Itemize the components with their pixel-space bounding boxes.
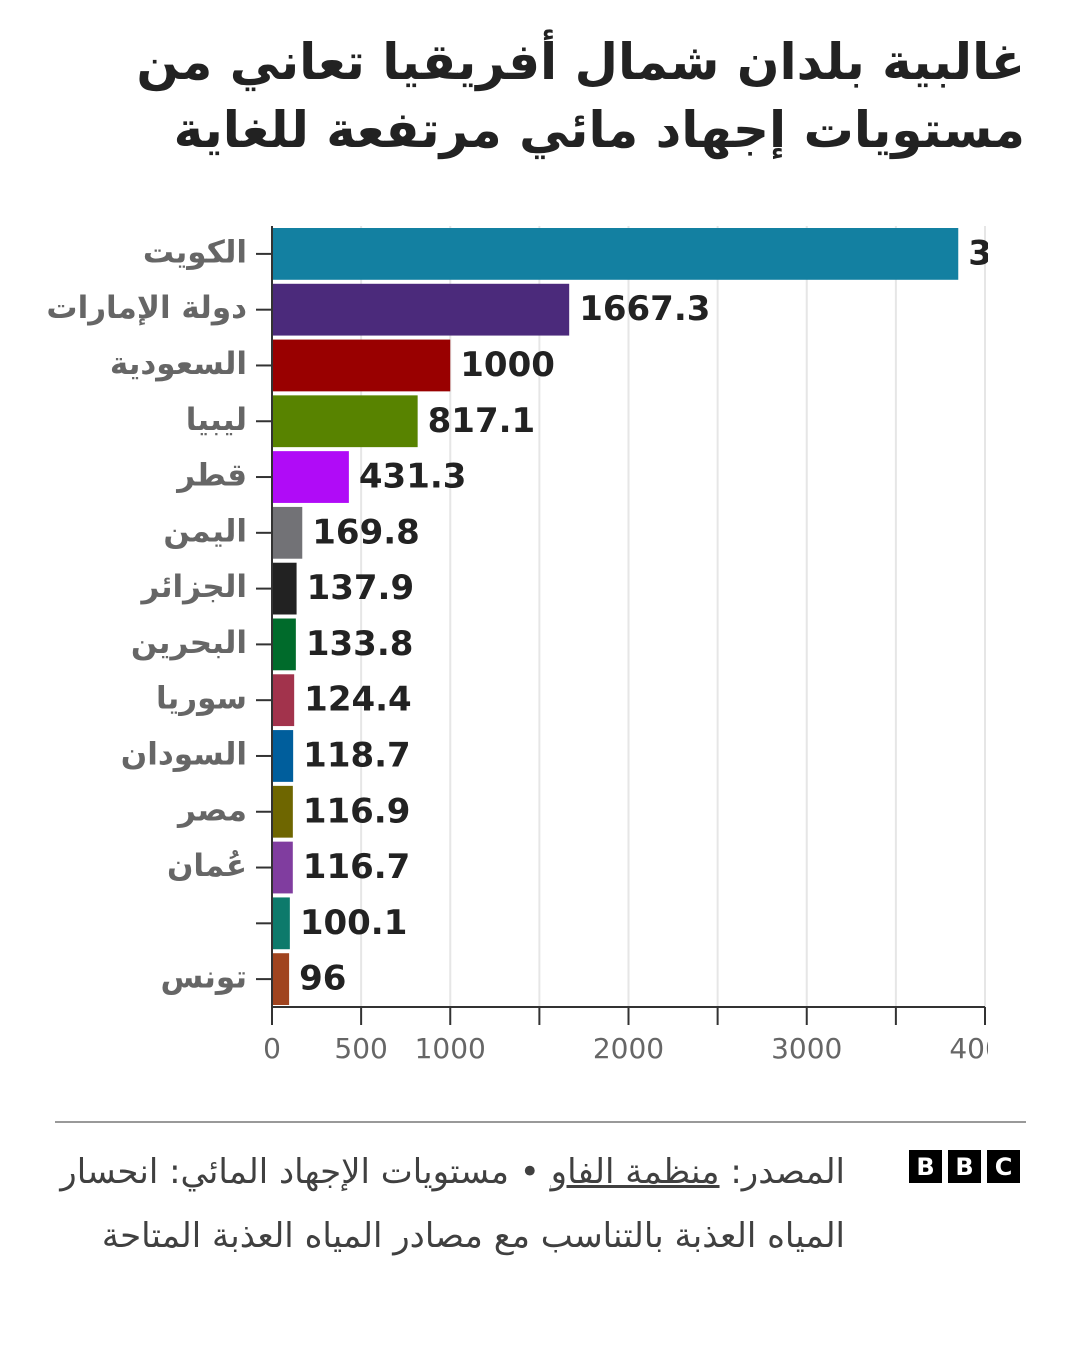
value-label: 96 — [299, 959, 346, 999]
value-label: 1667.3 — [579, 289, 710, 329]
divider — [55, 1121, 1026, 1123]
bar — [272, 506, 303, 559]
y-tick-label: السودان — [121, 736, 247, 772]
value-label: 116.9 — [303, 791, 411, 831]
value-label: 1000 — [460, 345, 555, 385]
x-tick-label: 500 — [334, 1032, 387, 1065]
value-label: 124.4 — [304, 680, 412, 720]
x-tick-label: 2000 — [593, 1032, 664, 1065]
value-label: 3850 — [968, 233, 1063, 273]
bar — [272, 953, 290, 1005]
plot: 0 500 1000 2000 3000 4000 3850 الكويت 1667.3 دولة… — [46, 226, 1063, 1065]
bar — [272, 618, 296, 671]
y-tick-label: تونس — [160, 960, 247, 996]
y-tick-label: دولة الإمارات — [46, 290, 247, 326]
bar — [272, 339, 451, 392]
bar — [272, 785, 293, 838]
y-tick-label: الكويت — [143, 234, 247, 270]
y-tick-label: اليمن — [163, 513, 247, 549]
x-tick-label: 0 — [263, 1032, 281, 1065]
chart-title: غالبية بلدان شمال أفريقيا تعاني من مستوي… — [136, 33, 1025, 159]
bar — [272, 562, 297, 615]
x-tick-label: 1000 — [415, 1032, 486, 1065]
bar — [272, 451, 349, 503]
source-prefix: المصدر: — [730, 1152, 845, 1192]
source-note: • مستويات الإجهاد المائي: انحسار المياه … — [60, 1152, 845, 1256]
y-tick-label: مصر — [176, 792, 247, 828]
chart: 0 500 1000 2000 3000 4000 3850 الكويت 1667.3 دولة… — [46, 226, 1063, 1065]
bar — [272, 897, 290, 950]
x-tick-label: 3000 — [771, 1032, 842, 1065]
value-label: 100.1 — [300, 903, 408, 943]
value-label: 133.8 — [306, 624, 414, 664]
bar — [272, 395, 418, 448]
value-label: 817.1 — [428, 401, 536, 441]
source-link[interactable]: منظمة الفاو — [550, 1152, 720, 1192]
bar — [272, 841, 293, 894]
y-tick-label: ليبيا — [186, 402, 247, 438]
value-label: 137.9 — [307, 568, 415, 608]
x-tick-label: 4000 — [949, 1032, 1020, 1065]
bar — [272, 730, 294, 782]
bar — [272, 283, 570, 336]
y-tick-label: السعودية — [110, 346, 247, 382]
bar — [272, 674, 295, 727]
value-label: 116.7 — [303, 847, 411, 887]
y-tick-label: قطر — [175, 458, 247, 494]
value-label: 169.8 — [312, 512, 420, 552]
logo-letter: B — [909, 1150, 942, 1183]
source: المصدر: منظمة الفاو • مستويات الإجهاد ال… — [55, 1140, 845, 1268]
y-tick-label: عُمان — [167, 848, 247, 884]
value-label: 118.7 — [303, 735, 411, 775]
y-tick-label: البحرين — [131, 625, 247, 661]
bar — [272, 228, 959, 280]
value-label: 431.3 — [359, 457, 467, 497]
y-tick-label: الجزائر — [140, 569, 247, 605]
y-tick-label: سوريا — [156, 681, 247, 717]
logo-letter: B — [948, 1150, 981, 1183]
logo-letter: C — [987, 1150, 1020, 1183]
